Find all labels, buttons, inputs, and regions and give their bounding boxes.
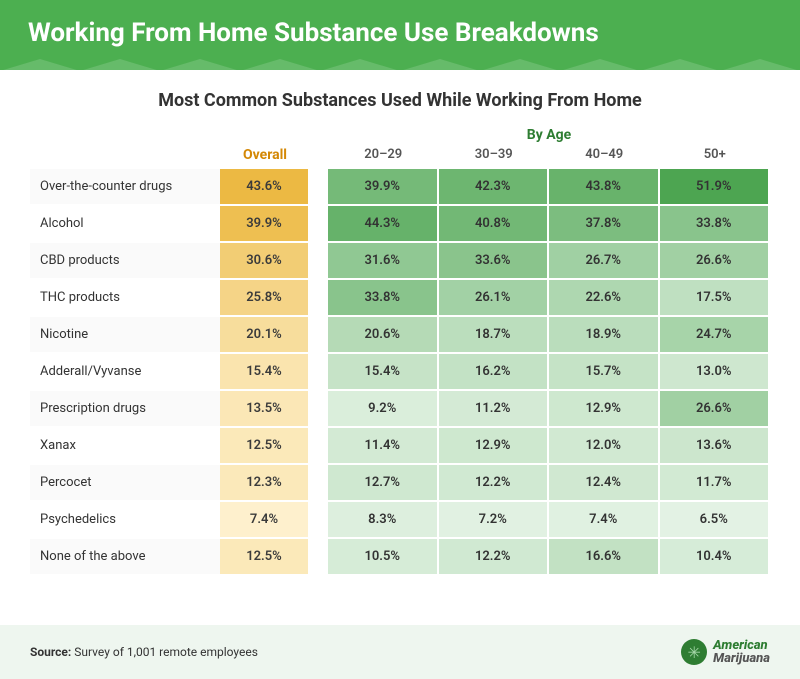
age-cell: 16.6%: [549, 539, 658, 574]
table-row: Psychedelics7.4%8.3%7.2%7.4%6.5%: [30, 502, 770, 537]
table-row: Xanax12.5% 11.4%12.9%12.0%13.6%: [30, 428, 770, 463]
table-row: THC products25.8% 33.8%26.1%22.6%17.5%: [30, 280, 770, 315]
age-cell: 12.4%: [549, 465, 658, 500]
age-cell: 16.2%: [439, 354, 548, 389]
age-cell: 26.7%: [549, 243, 658, 278]
page-title: Working From Home Substance Use Breakdow…: [28, 18, 599, 48]
age-cell: 7.4%: [549, 502, 658, 537]
table-row: None of the above12.5% 10.5%12.2%16.6%10.…: [30, 539, 770, 574]
age-cell: 10.5%: [328, 539, 437, 574]
age-cell: 11.4%: [328, 428, 437, 463]
age-cell: 22.6%: [549, 280, 658, 315]
brand-logo: ✳︎ American Marijuana: [681, 639, 770, 665]
age-cell: 7.2%: [439, 502, 548, 537]
age-cell: 15.7%: [549, 354, 658, 389]
table-row: Over-the-counter drugs43.6% 39.9%42.3%43.…: [30, 169, 770, 204]
age-cell: 15.4%: [328, 354, 437, 389]
row-label: Adderall/Vyvanse: [30, 354, 220, 389]
data-table: By Age Overall 20–29 30–39 40–49 50+ Ove…: [30, 127, 770, 574]
age-column-header: 50+: [660, 147, 771, 163]
age-cell: 20.6%: [328, 317, 437, 352]
age-cell: 43.8%: [549, 169, 658, 204]
age-cell: 26.6%: [660, 243, 769, 278]
age-cell: 37.8%: [549, 206, 658, 241]
subtitle: Most Common Substances Used While Workin…: [30, 90, 770, 111]
source-label: Source:: [30, 645, 71, 659]
age-cell: 12.2%: [439, 539, 548, 574]
page-header: Working From Home Substance Use Breakdow…: [0, 0, 800, 70]
overall-cell: 25.8%: [220, 280, 308, 315]
row-label: THC products: [30, 280, 220, 315]
overall-cell: 12.5%: [220, 539, 308, 574]
age-cell: 11.2%: [439, 391, 548, 426]
age-cell: 12.7%: [328, 465, 437, 500]
table-row: CBD products30.6% 31.6%33.6%26.7%26.6%: [30, 243, 770, 278]
logo-text: American Marijuana: [713, 639, 770, 665]
row-label: Alcohol: [30, 206, 220, 241]
row-label: Over-the-counter drugs: [30, 169, 220, 204]
overall-cell: 20.1%: [220, 317, 308, 352]
table-row: Nicotine20.1% 20.6%18.7%18.9%24.7%: [30, 317, 770, 352]
age-cell: 18.7%: [439, 317, 548, 352]
leaf-icon: ✳︎: [681, 639, 707, 665]
overall-cell: 12.3%: [220, 465, 308, 500]
age-column-header: 20–29: [328, 147, 439, 163]
row-label: Xanax: [30, 428, 220, 463]
age-cell: 26.6%: [660, 391, 769, 426]
age-cell: 12.0%: [549, 428, 658, 463]
age-cell: 39.9%: [328, 169, 437, 204]
age-cell: 40.8%: [439, 206, 548, 241]
column-headers: Overall 20–29 30–39 40–49 50+: [30, 147, 770, 163]
row-label: Psychedelics: [30, 502, 220, 537]
row-label: None of the above: [30, 539, 220, 574]
age-cell: 18.9%: [549, 317, 658, 352]
overall-cell: 39.9%: [220, 206, 308, 241]
content-area: Most Common Substances Used While Workin…: [0, 70, 800, 574]
row-label: Prescription drugs: [30, 391, 220, 426]
age-cell: 13.0%: [660, 354, 769, 389]
age-cell: 12.9%: [439, 428, 548, 463]
age-column-header: 40–49: [549, 147, 660, 163]
row-label: CBD products: [30, 243, 220, 278]
age-cell: 11.7%: [660, 465, 769, 500]
age-column-header: 30–39: [439, 147, 550, 163]
row-label: Percocet: [30, 465, 220, 500]
age-cell: 13.6%: [660, 428, 769, 463]
table-row: Percocet12.3% 12.7%12.2%12.4%11.7%: [30, 465, 770, 500]
age-cell: 51.9%: [660, 169, 769, 204]
table-row: Adderall/Vyvanse15.4%15.4%16.2%15.7%13.0…: [30, 354, 770, 389]
age-cell: 9.2%: [328, 391, 437, 426]
byage-group-label: By Age: [328, 127, 770, 147]
age-cell: 17.5%: [660, 280, 769, 315]
overall-cell: 13.5%: [220, 391, 308, 426]
age-cell: 33.8%: [660, 206, 769, 241]
age-cell: 42.3%: [439, 169, 548, 204]
overall-cell: 15.4%: [220, 354, 308, 389]
overall-cell: 7.4%: [220, 502, 308, 537]
table-row: Prescription drugs13.5% 9.2%11.2%12.9%26.…: [30, 391, 770, 426]
age-cell: 33.8%: [328, 280, 437, 315]
age-cell: 8.3%: [328, 502, 437, 537]
age-cell: 6.5%: [660, 502, 769, 537]
age-cell: 33.6%: [439, 243, 548, 278]
source-text: Survey of 1,001 remote employees: [74, 645, 258, 659]
age-cell: 10.4%: [660, 539, 769, 574]
age-cell: 44.3%: [328, 206, 437, 241]
overall-cell: 43.6%: [220, 169, 308, 204]
age-cell: 31.6%: [328, 243, 437, 278]
age-cell: 12.2%: [439, 465, 548, 500]
footer: Source: Survey of 1,001 remote employees…: [0, 625, 800, 679]
table-row: Alcohol39.9% 44.3%40.8%37.8%33.8%: [30, 206, 770, 241]
row-label: Nicotine: [30, 317, 220, 352]
overall-column-header: Overall: [220, 147, 310, 163]
age-cell: 12.9%: [549, 391, 658, 426]
source-line: Source: Survey of 1,001 remote employees: [30, 645, 258, 659]
overall-cell: 12.5%: [220, 428, 308, 463]
age-cell: 24.7%: [660, 317, 769, 352]
overall-cell: 30.6%: [220, 243, 308, 278]
age-cell: 26.1%: [439, 280, 548, 315]
